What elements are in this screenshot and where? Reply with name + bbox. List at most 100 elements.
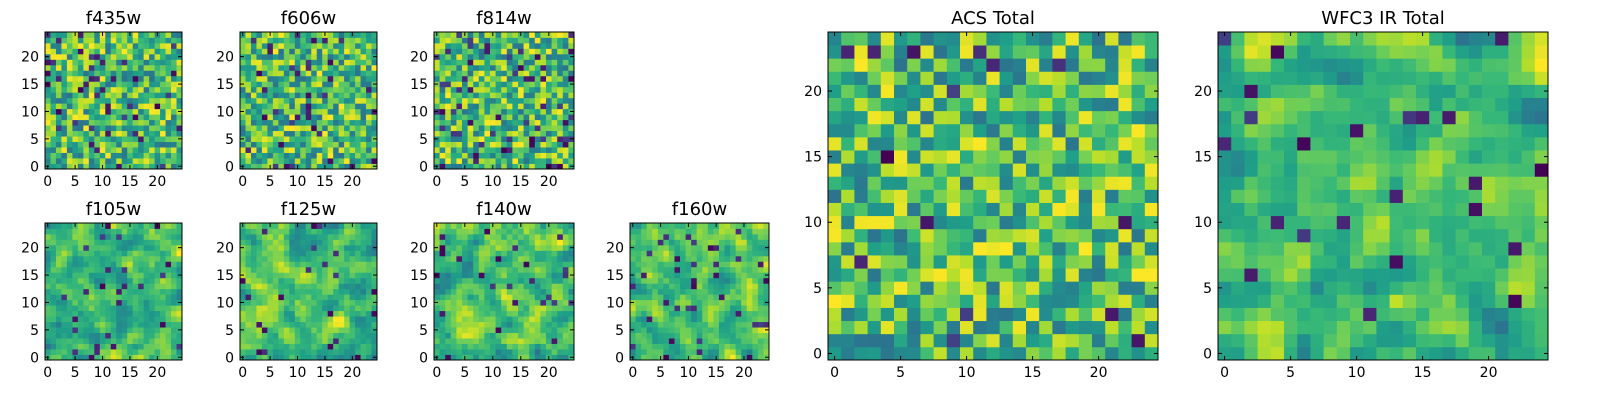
heatmap-cell bbox=[506, 125, 513, 132]
heatmap-cell bbox=[105, 42, 112, 49]
heatmap-cell bbox=[696, 277, 703, 284]
heatmap-cell bbox=[154, 158, 161, 164]
heatmap-cell bbox=[327, 141, 334, 148]
heatmap-cell bbox=[506, 141, 513, 148]
heatmap-cell bbox=[333, 59, 340, 66]
heatmap-cell bbox=[50, 283, 57, 290]
heatmap-cell bbox=[327, 338, 334, 344]
heatmap-cell bbox=[473, 277, 480, 284]
heatmap-cell bbox=[66, 321, 73, 328]
heatmap-cell bbox=[841, 215, 855, 230]
heatmap-cell bbox=[66, 141, 73, 148]
heatmap-cell bbox=[99, 97, 106, 104]
heatmap-cell bbox=[434, 255, 440, 262]
panel-title: f435w bbox=[86, 8, 141, 29]
heatmap-cell bbox=[154, 288, 161, 295]
heatmap-cell bbox=[557, 338, 564, 344]
x-tick-label: 15 bbox=[512, 174, 530, 190]
heatmap-cell bbox=[99, 250, 106, 257]
heatmap-cell bbox=[283, 272, 290, 279]
heatmap-cell bbox=[1131, 281, 1146, 295]
heatmap-cell bbox=[757, 266, 764, 273]
heatmap-cell bbox=[506, 37, 513, 44]
heatmap-cell bbox=[283, 158, 290, 164]
heatmap-cell bbox=[478, 327, 485, 333]
heatmap-cell bbox=[171, 64, 177, 71]
heatmap-cell bbox=[946, 333, 961, 348]
heatmap-cell bbox=[77, 288, 84, 295]
heatmap-cell bbox=[450, 327, 457, 333]
heatmap-cell bbox=[349, 255, 356, 262]
heatmap-cell bbox=[349, 239, 356, 246]
heatmap-cell bbox=[294, 255, 301, 262]
heatmap-cell bbox=[278, 141, 285, 148]
heatmap-cell bbox=[763, 294, 770, 301]
heatmap-cell bbox=[724, 233, 731, 240]
heatmap-cell bbox=[94, 53, 101, 60]
heatmap-cell bbox=[289, 59, 296, 66]
x-tick-label: 10 bbox=[484, 365, 502, 381]
heatmap-cell bbox=[763, 283, 770, 290]
heatmap-cell bbox=[724, 354, 731, 361]
heatmap-cell bbox=[278, 32, 285, 38]
heatmap-cell bbox=[752, 310, 759, 317]
heatmap-cell bbox=[546, 141, 552, 148]
heatmap-cell bbox=[154, 64, 161, 71]
heatmap-cell bbox=[165, 354, 172, 361]
heatmap-cell bbox=[143, 266, 150, 273]
heatmap-cell bbox=[371, 250, 378, 257]
heatmap-cell bbox=[696, 244, 703, 251]
heatmap-cell bbox=[110, 158, 117, 164]
heatmap-cell bbox=[72, 136, 79, 142]
heatmap-cell bbox=[283, 228, 290, 235]
heatmap-cell bbox=[568, 147, 575, 153]
heatmap-cell bbox=[45, 42, 51, 49]
heatmap-cell bbox=[338, 53, 345, 60]
heatmap-cell bbox=[349, 97, 356, 104]
heatmap-cell bbox=[630, 294, 636, 301]
heatmap-cell bbox=[546, 108, 552, 115]
heatmap-cell bbox=[256, 321, 263, 328]
heatmap-cell bbox=[439, 70, 446, 77]
heatmap-cell bbox=[568, 332, 575, 339]
heatmap-cell bbox=[50, 59, 57, 66]
heatmap-cell bbox=[327, 158, 334, 164]
heatmap-cell bbox=[267, 316, 274, 323]
heatmap-cell bbox=[473, 223, 480, 229]
heatmap-cell bbox=[327, 70, 334, 77]
heatmap-cell bbox=[250, 81, 257, 88]
heatmap-cell bbox=[110, 305, 117, 312]
heatmap-cell bbox=[154, 97, 161, 104]
heatmap-cell bbox=[691, 354, 698, 361]
heatmap-cell bbox=[735, 255, 742, 262]
heatmap-cell bbox=[467, 59, 474, 66]
heatmap-cell bbox=[160, 64, 166, 71]
heatmap-cell bbox=[907, 163, 921, 177]
heatmap-cell bbox=[371, 141, 378, 148]
heatmap-cell bbox=[171, 354, 177, 361]
heatmap-cell bbox=[445, 103, 452, 110]
heatmap-cell bbox=[534, 136, 541, 142]
heatmap-cell bbox=[894, 150, 908, 164]
heatmap-cell bbox=[562, 294, 569, 301]
heatmap-cell bbox=[121, 272, 128, 279]
heatmap-cell bbox=[1052, 307, 1066, 322]
heatmap-cell bbox=[462, 316, 468, 323]
heatmap-cell bbox=[333, 316, 340, 323]
heatmap-cell bbox=[540, 97, 547, 104]
heatmap-cell bbox=[245, 294, 252, 301]
heatmap-cell bbox=[1026, 255, 1040, 269]
heatmap-cell bbox=[746, 305, 753, 312]
heatmap-cell bbox=[132, 108, 139, 115]
heatmap-cell bbox=[456, 103, 463, 110]
heatmap-cell bbox=[467, 53, 474, 60]
heatmap-cell bbox=[456, 141, 463, 148]
heatmap-cell bbox=[83, 294, 90, 301]
heatmap-cell bbox=[1118, 333, 1132, 348]
heatmap-cell bbox=[439, 119, 446, 126]
heatmap-cell bbox=[344, 92, 350, 99]
heatmap-cell bbox=[484, 108, 491, 115]
heatmap-cell bbox=[641, 228, 648, 235]
heatmap-cell bbox=[462, 294, 468, 301]
heatmap-cell bbox=[127, 70, 134, 77]
